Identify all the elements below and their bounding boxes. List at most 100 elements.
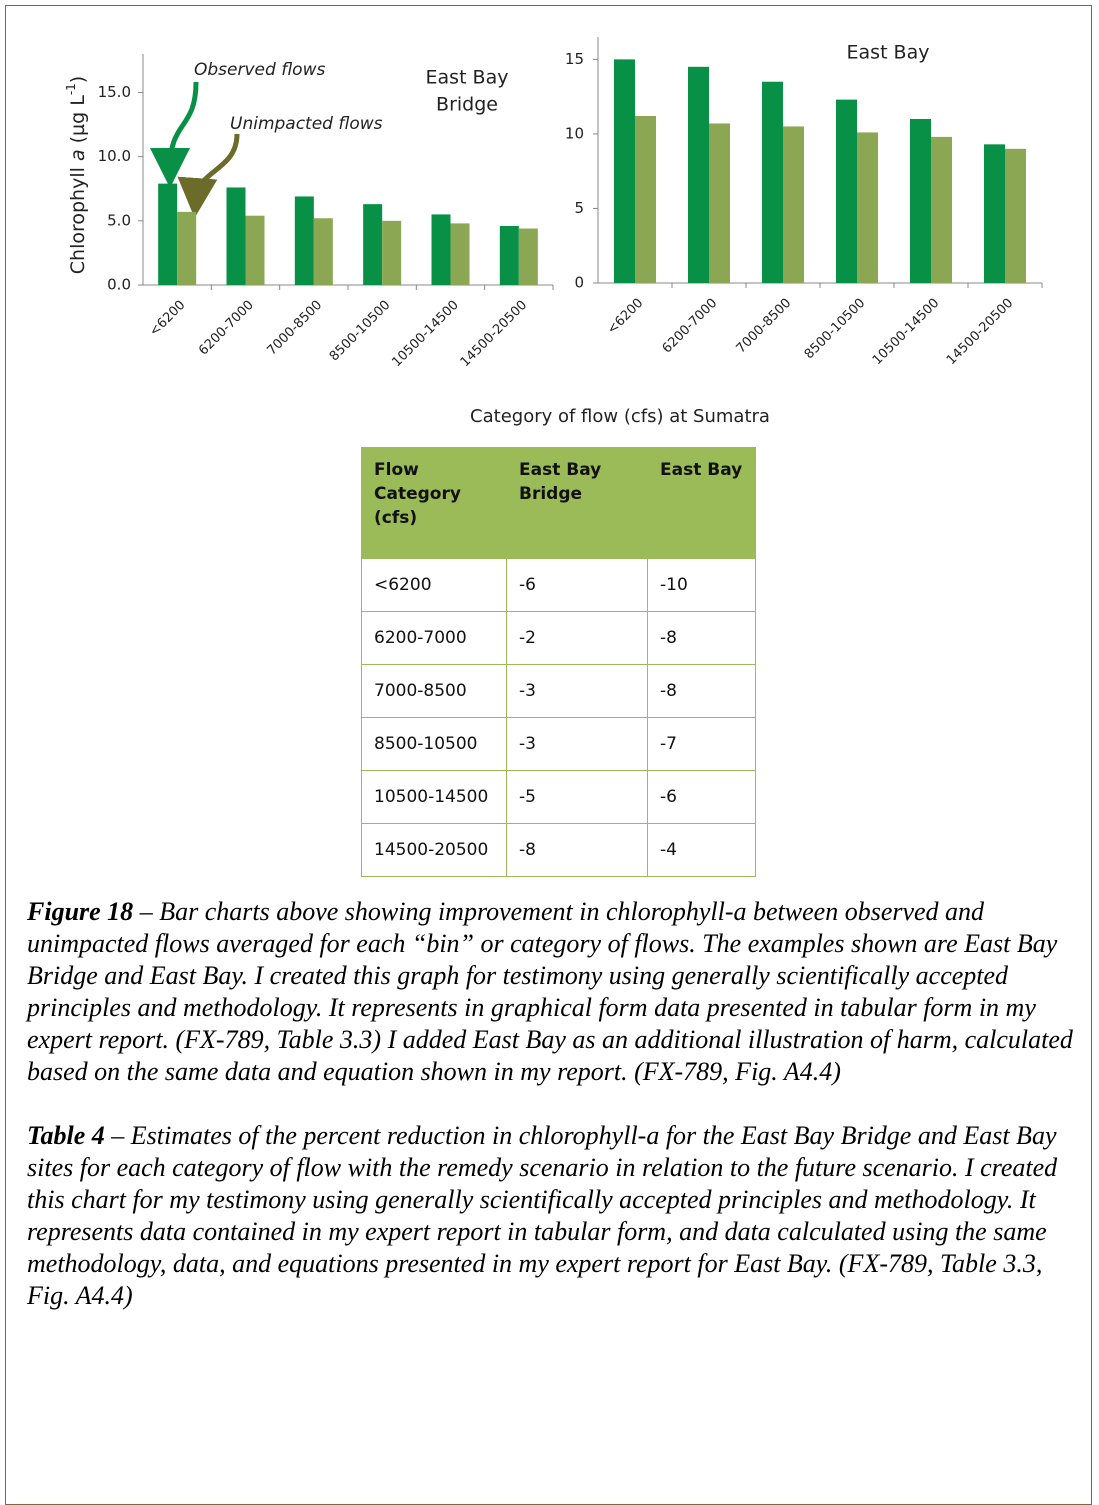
bar xyxy=(363,204,383,285)
bar xyxy=(836,99,857,283)
bar xyxy=(499,225,519,285)
chart-title: East Bay xyxy=(426,67,509,89)
bar xyxy=(431,214,451,285)
charts: 0.05.010.015.0<6200 6200-7000 7000-8500 850… xyxy=(64,37,1043,427)
y-tick-label: 5 xyxy=(574,199,584,217)
bar xyxy=(245,215,265,285)
bar xyxy=(1005,148,1026,283)
table-cell: -8 xyxy=(506,823,648,877)
caption-text: – Bar charts above showing improvement i… xyxy=(27,897,1073,1086)
table-cell: -8 xyxy=(647,611,756,665)
y-axis-label-part: (µg L xyxy=(67,95,89,150)
caption: Figure 18 – Bar charts above showing imp… xyxy=(27,896,1077,1088)
x-tick-label: <6200 xyxy=(147,298,189,340)
x-tick-label: 10500-14500 xyxy=(870,296,942,368)
table-row: 8500-10500 -3 -7 xyxy=(361,717,756,771)
table-cell: -6 xyxy=(506,558,648,612)
y-tick-label: 10 xyxy=(565,124,584,142)
bar xyxy=(177,211,197,285)
annotation-arrow xyxy=(150,81,199,188)
table-row: 10500-14500 -5 -6 xyxy=(361,770,756,824)
table-row: 14500-20500 -8 -4 xyxy=(361,823,756,877)
chart-title: Bridge xyxy=(436,94,498,116)
table-cell: -10 xyxy=(647,558,756,612)
table-cell: <6200 xyxy=(361,558,507,612)
header-cell: East Bay xyxy=(647,447,756,559)
x-tick-label: 6200-7000 xyxy=(660,296,721,357)
bar xyxy=(910,119,931,283)
y-axis-label-part: Chlorophyll xyxy=(67,161,89,274)
bar xyxy=(688,66,709,284)
bar xyxy=(635,116,656,283)
header-line: (cfs) xyxy=(374,508,418,528)
bar xyxy=(294,196,314,285)
table-cell: -7 xyxy=(647,717,756,771)
x-tick-label: 8500-10500 xyxy=(327,298,394,365)
data-table: Flow Category (cfs) East Bay Bridge East Bay <… xyxy=(361,447,756,877)
table-cell: -3 xyxy=(506,664,648,718)
bar xyxy=(783,126,804,283)
table-row: 6200-7000 -2 -8 xyxy=(361,611,756,665)
x-tick-label: 6200-7000 xyxy=(196,298,257,359)
x-tick-label: 8500-10500 xyxy=(802,296,869,363)
y-tick-label: 0 xyxy=(574,274,584,292)
table-cell: 14500-20500 xyxy=(361,823,507,877)
y-axis-label: Chlorophyll a (µg L-1) xyxy=(64,76,89,274)
captions: Figure 18 – Bar charts above showing imp… xyxy=(27,896,1077,1344)
table-cell: -4 xyxy=(647,823,756,877)
table-row: <6200 -6 -10 xyxy=(361,558,756,612)
y-tick-label: 0.0 xyxy=(107,276,131,294)
header-line: East Bay xyxy=(519,460,602,480)
bar xyxy=(158,183,178,285)
table-cell: -3 xyxy=(506,717,648,771)
header-cell: East Bay Bridge xyxy=(506,447,648,559)
caption-text: – Estimates of the percent reduction in … xyxy=(27,1121,1058,1310)
table-cell: -5 xyxy=(506,770,648,824)
header-line: East Bay xyxy=(660,460,743,480)
header-row: Flow Category (cfs) East Bay Bridge East Bay xyxy=(361,447,756,559)
table-cell: 8500-10500 xyxy=(361,717,507,771)
bar xyxy=(518,228,538,285)
header-cell: Flow Category (cfs) xyxy=(361,447,507,559)
caption-lead: Figure 18 xyxy=(27,897,134,926)
bar xyxy=(382,220,402,285)
x-tick-label: 7000-8500 xyxy=(734,296,795,357)
bar xyxy=(313,218,333,285)
x-tick-label: 7000-8500 xyxy=(264,298,325,359)
caption-lead: Table 4 xyxy=(27,1121,105,1150)
bar xyxy=(709,123,730,284)
y-axis-label-part: a xyxy=(67,149,89,161)
chart-title: East Bay xyxy=(847,42,930,64)
y-tick-label: 15 xyxy=(565,50,584,68)
x-tick-label: <6200 xyxy=(605,296,647,338)
y-axis-label-part: ) xyxy=(67,76,89,83)
y-tick-label: 5.0 xyxy=(107,211,131,229)
x-tick-label: 10500-14500 xyxy=(389,298,461,370)
y-tick-label: 10.0 xyxy=(98,147,131,165)
header-line: Category xyxy=(374,484,461,504)
bar xyxy=(762,81,783,284)
bar xyxy=(450,223,470,285)
bar xyxy=(931,136,952,283)
x-axis-label: Category of flow (cfs) at Sumatra xyxy=(470,406,770,427)
table-cell: -8 xyxy=(647,664,756,718)
annotation: Unimpacted flows xyxy=(230,114,383,134)
header-line: Bridge xyxy=(519,484,583,504)
table-cell: -2 xyxy=(506,611,648,665)
bar xyxy=(226,187,246,285)
header-line: Flow xyxy=(374,460,419,480)
table-cell: -6 xyxy=(647,770,756,824)
table-row: 7000-8500 -3 -8 xyxy=(361,664,756,718)
table-cell: 10500-14500 xyxy=(361,770,507,824)
x-tick-label: 14500-20500 xyxy=(458,298,530,370)
bar xyxy=(984,144,1005,283)
annotation: Observed flows xyxy=(194,60,325,80)
caption: Table 4 – Estimates of the percent reduc… xyxy=(27,1120,1077,1312)
x-tick-label: 14500-20500 xyxy=(944,296,1016,368)
table-cell: 7000-8500 xyxy=(361,664,507,718)
y-axis-label-part: -1 xyxy=(64,83,78,95)
annotation-arrow xyxy=(177,133,240,218)
y-tick-label: 15.0 xyxy=(98,83,131,101)
table-cell: 6200-7000 xyxy=(361,611,507,665)
